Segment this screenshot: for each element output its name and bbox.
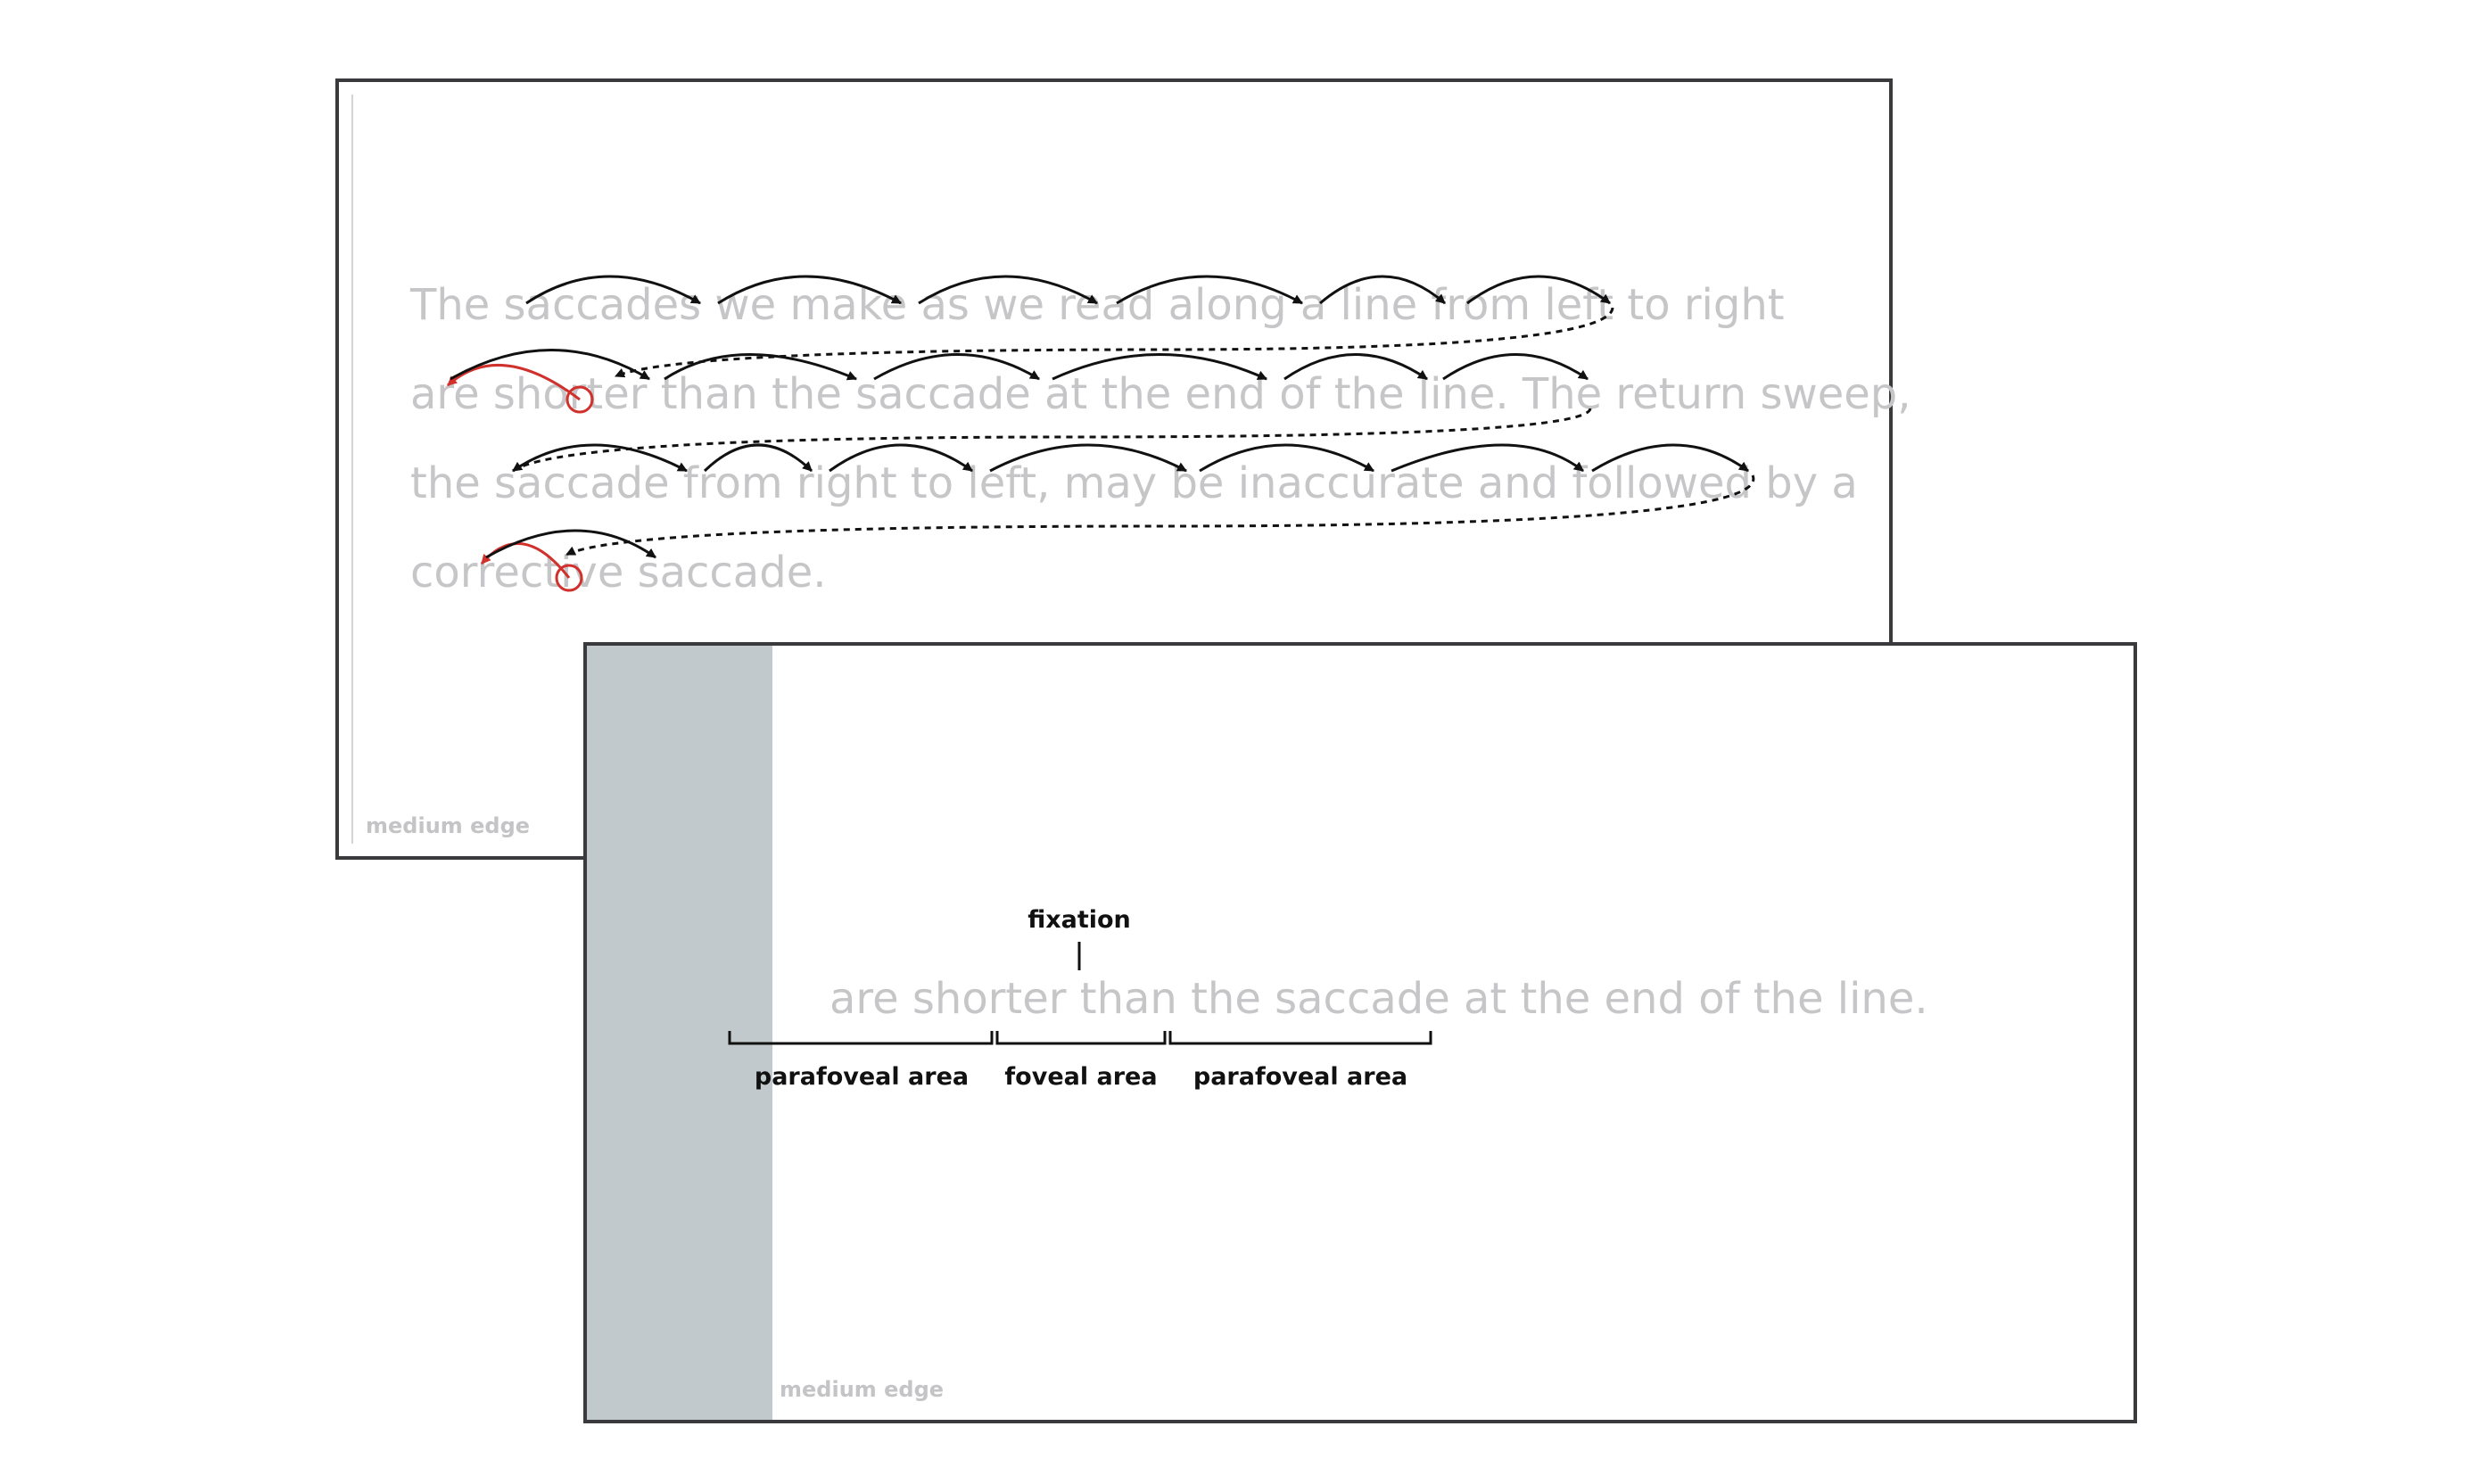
medium-edge-label-bottom: medium edge <box>780 1377 945 1402</box>
medium-edge-margin <box>587 646 772 1420</box>
medium-edge-label: medium edge <box>366 813 531 838</box>
reading-panel-bottom: medium edge <box>583 642 2137 1423</box>
medium-edge-line <box>351 95 353 844</box>
